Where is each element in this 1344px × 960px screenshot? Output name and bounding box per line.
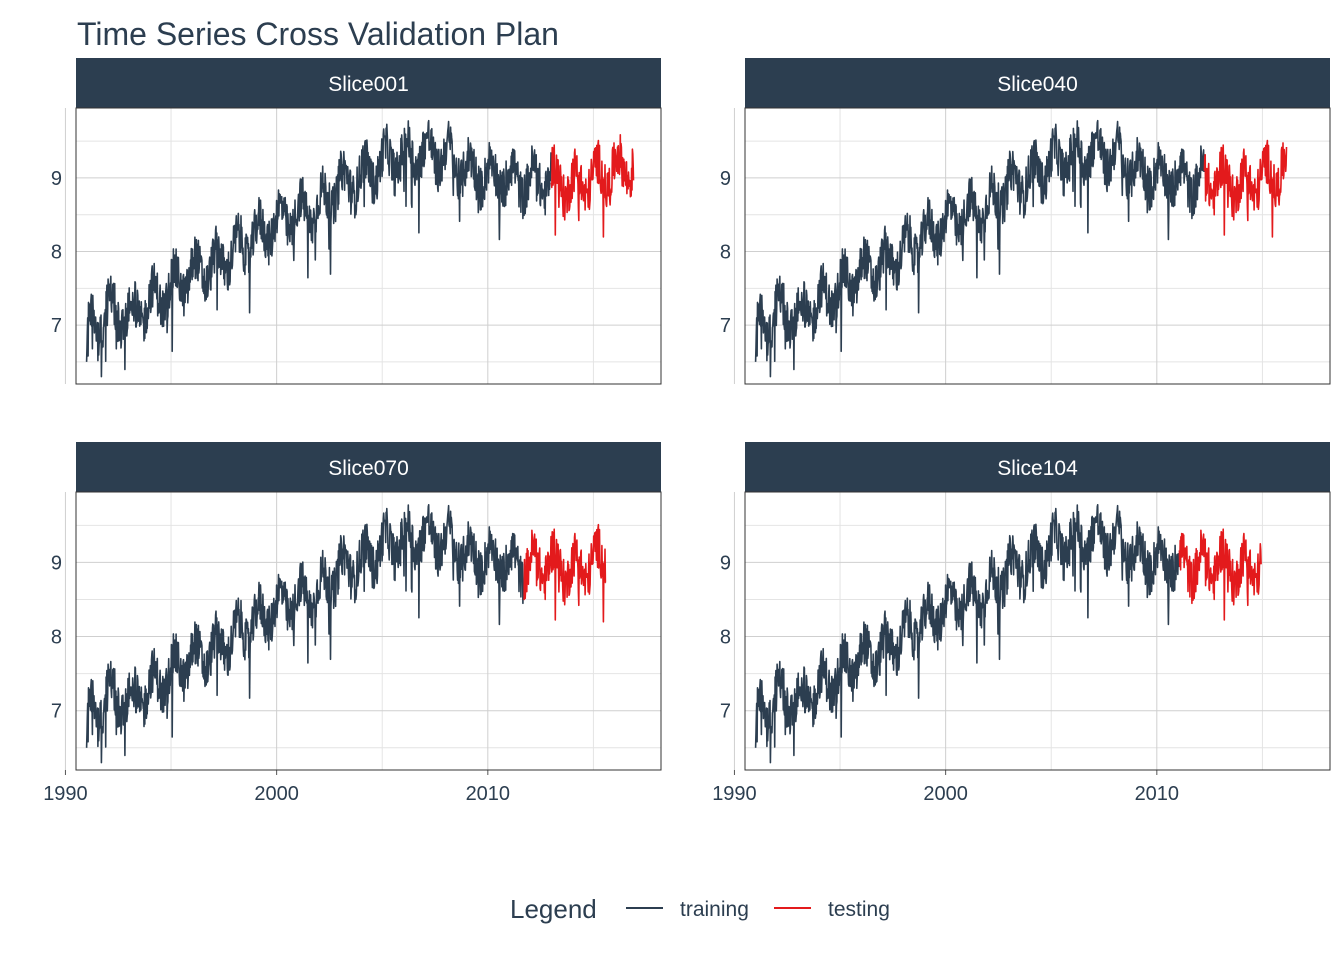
facet-panels: Slice001 7 8 9 Slice040 7 8 9 Slice070 7 8 9 1990 200… — [43, 58, 1331, 805]
training-series-line — [85, 119, 552, 378]
panel-slice104: Slice104 7 8 9 1990 2000 2010 — [712, 442, 1331, 805]
x-tick-label: 2000 — [254, 783, 299, 805]
facet-strip — [76, 58, 661, 108]
facet-strip — [76, 442, 661, 492]
panel-border — [744, 491, 1331, 771]
facet-strip — [745, 58, 1330, 108]
x-tick-label: 1990 — [712, 783, 757, 805]
y-tick-label: 9 — [720, 168, 731, 190]
legend: Legend training testing — [510, 894, 890, 924]
legend-label-testing: testing — [828, 898, 890, 921]
y-tick-label: 7 — [51, 701, 62, 723]
facet-strip-label: Slice070 — [328, 457, 409, 480]
panel-slice040: Slice040 7 8 9 — [720, 58, 1331, 385]
panel-border — [75, 491, 662, 771]
x-tick-label: 2010 — [466, 783, 511, 805]
facet-strip-label: Slice104 — [997, 457, 1078, 480]
panel-border — [75, 107, 662, 385]
panel-slice070: Slice070 7 8 9 1990 2000 2010 — [43, 442, 662, 805]
testing-series-line — [550, 134, 635, 238]
y-tick-label: 7 — [720, 315, 731, 337]
facet-strip — [745, 442, 1330, 492]
y-tick-label: 8 — [51, 242, 62, 264]
x-tick-label: 2010 — [1135, 783, 1180, 805]
chart-title: Time Series Cross Validation Plan — [77, 16, 559, 52]
y-tick-label: 9 — [720, 552, 731, 574]
y-tick-label: 9 — [51, 552, 62, 574]
facet-strip-label: Slice001 — [328, 73, 409, 96]
panel-slice001: Slice001 7 8 9 — [51, 58, 662, 385]
y-tick-label: 8 — [720, 242, 731, 264]
testing-series-line — [523, 523, 607, 623]
legend-label-training: training — [680, 898, 749, 921]
y-tick-label: 7 — [720, 701, 731, 723]
testing-series-line — [1203, 139, 1288, 238]
x-tick-label: 1990 — [43, 783, 88, 805]
x-tick-label: 2000 — [923, 783, 968, 805]
facet-strip-label: Slice040 — [997, 73, 1078, 96]
panel-border — [744, 107, 1331, 385]
training-series-line — [754, 119, 1205, 378]
y-tick-label: 9 — [51, 168, 62, 190]
y-tick-label: 8 — [51, 627, 62, 649]
testing-series-line — [1178, 528, 1262, 621]
training-series-line — [754, 504, 1180, 764]
y-tick-label: 8 — [720, 627, 731, 649]
y-tick-label: 7 — [51, 315, 62, 337]
training-series-line — [85, 504, 525, 764]
legend-title: Legend — [510, 894, 597, 924]
